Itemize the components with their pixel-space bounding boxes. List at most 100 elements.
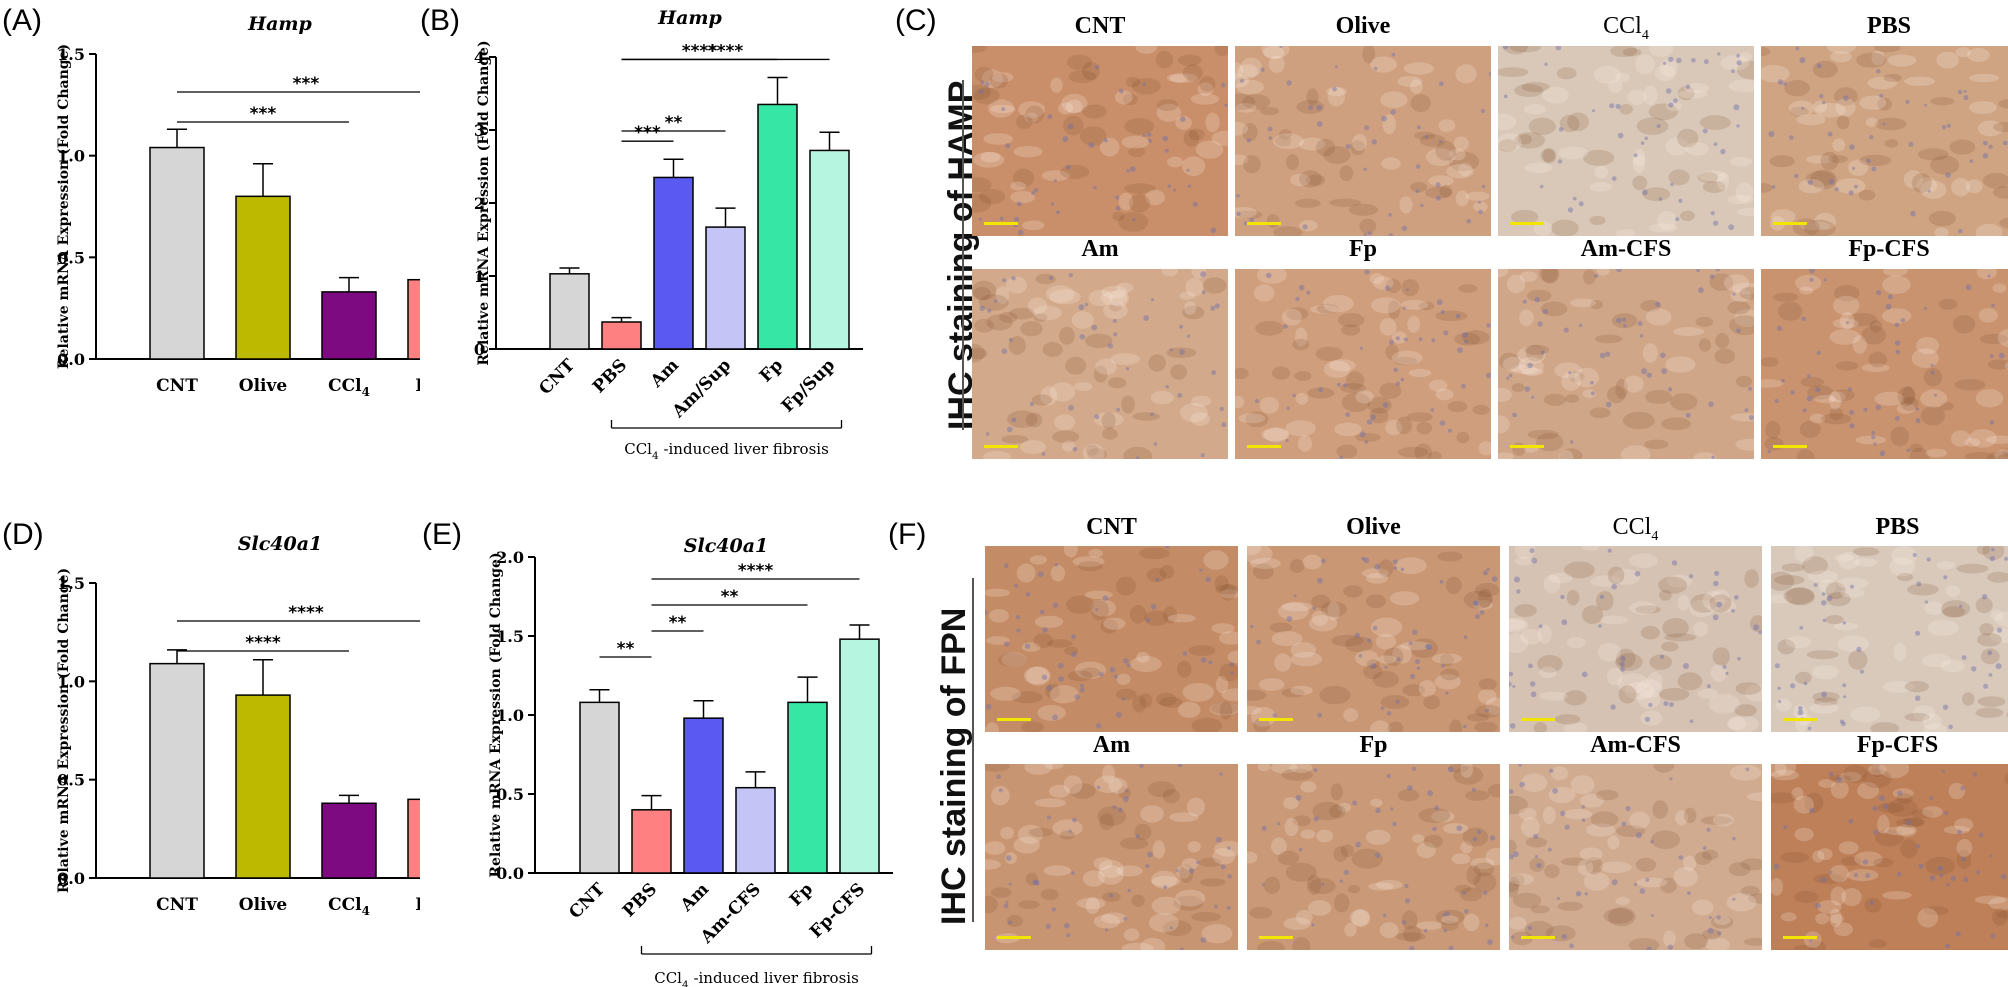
significance-label: **** [682,41,718,61]
ihc-label-olive: Olive [1335,13,1391,39]
significance-label: *** [293,74,320,94]
significance-label: ** [721,587,739,607]
chart-title: Slc40a1 [684,535,768,557]
ihc-micrograph [972,269,1228,459]
ihc-label-am: Am [1081,236,1119,262]
ihc-micrograph [1498,269,1754,459]
y-tick-label: 1.5 [57,574,85,593]
ihc-micrograph [985,764,1238,950]
x-tick-label: Olive [239,895,288,915]
significance-label: **** [738,561,774,581]
scale-bar [997,936,1031,939]
x-tick-label: PBS [415,376,420,396]
y-axis-label: Relative mRNA Expression (Fold Change) [56,44,72,369]
y-tick-label: 2.0 [496,548,524,567]
panel-letter-a: (A) [2,4,42,37]
ihc-micrograph [1509,764,1762,950]
scale-bar [1773,222,1807,225]
ihc-micrograph [1771,546,2008,732]
bar-olive [235,195,291,360]
y-tick-label: 0 [474,340,485,359]
ihc-label-am: Am [1092,732,1131,758]
scale-bar [997,718,1031,721]
ihc-label-olive: Olive [1346,514,1401,540]
scale-bar [984,222,1018,225]
scale-bar [1259,936,1293,939]
x-tick-label: CCl4 [328,376,370,399]
scale-bar [984,445,1018,448]
panel-letter-e: (E) [422,518,462,551]
x-tick-label: Am [676,879,713,916]
scale-bar [1247,222,1281,225]
y-axis-label: Relative mRNA Expression (Fold Change) [476,40,492,365]
scale-bar [1510,222,1544,225]
ihc-micrograph [1761,46,2008,236]
y-tick-label: 1.0 [57,147,85,166]
ihc-label-fp: Fp [1359,732,1388,758]
y-tick-label: 0.0 [57,350,85,369]
scale-bar [1247,445,1281,448]
significance-label: ** [617,639,635,659]
group-label: CCl4 -induced liver fibrosis [654,969,859,987]
x-tick-label: CNT [565,879,609,923]
ihc-micrograph [1235,46,1491,236]
bar-cnt [549,273,590,350]
ihc-label-pbs: PBS [1875,514,1920,540]
chart-a-hamp: 0.0 0.5 1.0 1.5 CNT Olive CCl4 PBS Hamp Relative … [56,13,420,399]
ihc-side-divider [972,578,974,922]
bar-am [653,176,694,350]
scale-bar [1783,718,1817,721]
ihc-label-am-cfs: Am-CFS [1590,732,1681,758]
ihc-micrograph [1761,269,2008,459]
panel-letter-c: (C) [895,4,937,37]
x-tick-label: CNT [156,376,198,396]
ihc-micrograph [1235,269,1491,459]
ihc-micrograph [985,546,1238,732]
scale-bar [1773,445,1807,448]
bar-fp [757,103,798,350]
bar-fp [787,701,828,874]
bar-pbs [631,809,672,874]
bar-cnt [579,701,620,874]
y-tick-label: 1.0 [496,706,524,725]
ihc-label-pbs: PBS [1866,13,1911,39]
ihc-micrograph [1771,764,2008,950]
significance-label: **** [288,603,324,623]
x-tick-label: Fp-CFS [806,879,869,942]
scale-bar [1783,936,1817,939]
bar-olive [235,694,291,879]
y-tick-label: 0.5 [57,771,85,790]
ihc-side-label: IHC staining of FPN [935,607,973,925]
y-tick-label: 1 [474,267,485,286]
scale-bar [1510,445,1544,448]
ihc-micrograph [1509,546,1762,732]
ihc-label-cnt: CNT [1086,514,1137,540]
bar-am [683,717,724,874]
panel-letter-f: (F) [888,518,927,551]
group-label: CCl4 -induced liver fibrosis [624,440,829,462]
significance-label: ** [665,113,683,133]
y-tick-label: 0.0 [57,869,85,888]
ihc-micrograph [972,46,1228,236]
chart-title: Hamp [657,7,722,29]
chart-title: Slc40a1 [238,533,322,555]
scale-bar [1259,718,1293,721]
bar-fp-cfs [839,638,880,874]
ihc-label-cnt: CNT [1074,13,1126,39]
ihc-side-divider [962,80,964,430]
y-axis-label: Relative mRNA Expression (Fold Change) [56,568,72,893]
significance-label: **** [245,633,281,653]
bar-pbs [407,278,420,360]
x-tick-label: Olive [239,376,288,396]
ihc-micrograph [1247,764,1500,950]
significance-label: *** [634,123,661,143]
bar-cnt [149,662,205,879]
bar-pbs [407,798,420,879]
y-tick-label: 0.5 [496,785,524,804]
bar-am-sup [705,226,746,350]
significance-label: ** [669,613,687,633]
y-tick-label: 0.5 [57,248,85,267]
y-tick-label: 0.0 [496,864,524,883]
